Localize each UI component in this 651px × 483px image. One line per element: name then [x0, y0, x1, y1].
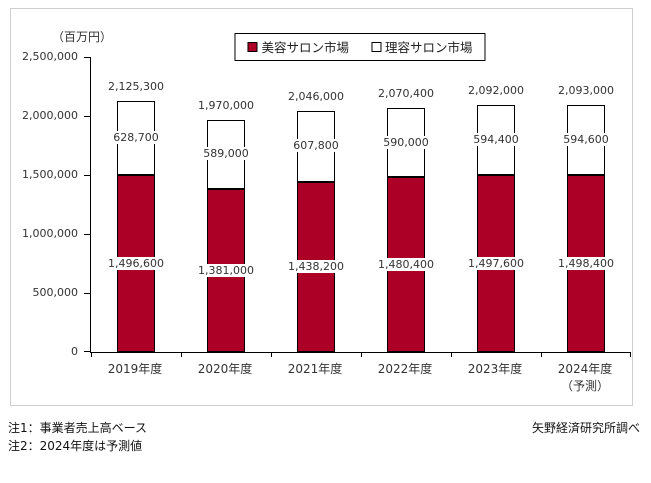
beauty-value-label: 1,498,400	[556, 256, 616, 270]
x-axis-category-label: 2019年度	[107, 362, 163, 376]
legend-item: 美容サロン市場	[247, 37, 349, 56]
barber-value-label: 590,000	[381, 135, 431, 149]
y-tick-mark	[84, 293, 90, 294]
total-value-label: 2,125,300	[106, 80, 166, 94]
total-value-label: 2,070,400	[376, 86, 436, 100]
y-axis-labels: 0 500,000 1,000,000 1,500,000 2,000,000 2,500…	[0, 50, 79, 358]
x-tick-mark	[630, 352, 631, 357]
total-value-label: 2,092,000	[466, 84, 526, 98]
y-tick-mark	[84, 57, 90, 58]
footnote-2: 注2：2024年度は予測値	[8, 439, 143, 453]
x-tick-mark	[181, 352, 182, 357]
x-axis-category-label: 2023年度	[467, 362, 523, 376]
total-value-label: 2,046,000	[286, 89, 346, 103]
x-tick-mark	[91, 352, 92, 357]
x-tick-mark	[361, 352, 362, 357]
source-credit: 矢野経済研究所調べ	[531, 421, 640, 435]
total-value-label: 1,970,000	[196, 98, 256, 112]
x-tick-mark	[451, 352, 452, 357]
y-tick-mark	[84, 175, 90, 176]
beauty-value-label: 1,438,200	[286, 260, 346, 274]
x-tick-mark	[271, 352, 272, 357]
y-tick-label: 1,500,000	[22, 168, 78, 181]
beauty-value-label: 1,497,600	[466, 256, 526, 270]
y-tick-label: 0	[71, 345, 78, 358]
footnotes: 注1：事業者売上高ベース 注2：2024年度は予測値	[8, 419, 147, 455]
legend: 美容サロン市場 理容サロン市場	[234, 33, 486, 61]
x-axis-category-label: 2022年度	[377, 362, 433, 376]
barber-value-label: 628,700	[111, 131, 161, 145]
beauty-value-label: 1,381,000	[196, 263, 256, 277]
total-value-label: 2,093,000	[556, 84, 616, 98]
y-tick-label: 2,000,000	[22, 109, 78, 122]
legend-item: 理容サロン市場	[371, 37, 473, 56]
x-tick-mark	[541, 352, 542, 357]
footnote-1: 注1：事業者売上高ベース	[8, 421, 148, 435]
y-tick-mark	[84, 351, 90, 352]
y-tick-label: 500,000	[32, 286, 79, 299]
beauty-value-label: 1,480,400	[376, 257, 436, 271]
barber-series-swatch-icon	[371, 41, 381, 52]
x-axis-category-label: 2024年度 （予測）	[557, 362, 613, 393]
x-axis-category-label: 2020年度	[197, 362, 253, 376]
beauty-value-label: 1,496,600	[106, 256, 166, 270]
y-axis-unit-label: （百万円）	[52, 30, 113, 44]
y-tick-label: 1,000,000	[22, 227, 78, 240]
barber-value-label: 607,800	[291, 139, 341, 153]
y-tick-mark	[84, 234, 90, 235]
legend-label: 美容サロン市場	[261, 40, 349, 55]
y-tick-mark	[84, 116, 90, 117]
plot-area: 2,125,300 628,700 1,496,600 1,970,000 589,00…	[84, 57, 631, 357]
barber-value-label: 594,400	[471, 133, 521, 147]
x-axis-category-label: 2021年度	[287, 362, 343, 376]
beauty-series-swatch-icon	[247, 41, 258, 52]
legend-label: 理容サロン市場	[385, 40, 473, 55]
barber-value-label: 589,000	[201, 147, 251, 161]
y-tick-label: 2,500,000	[22, 50, 78, 63]
barber-value-label: 594,600	[561, 133, 611, 147]
